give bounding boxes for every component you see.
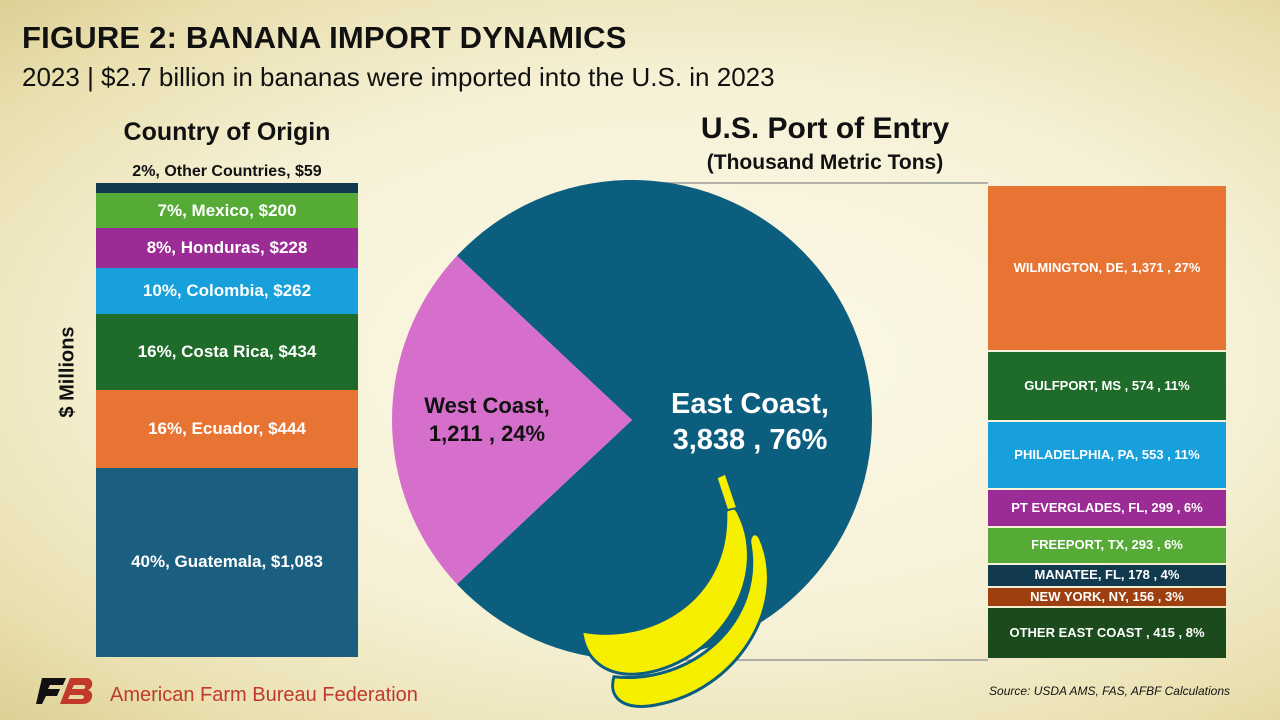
port-segment-other-east-coast: OTHER EAST COAST , 415 , 8% <box>988 608 1226 658</box>
bar-segment-other-countries <box>96 183 358 194</box>
port-segment-new-york-ny: NEW YORK, NY, 156 , 3% <box>988 587 1226 607</box>
port-segment-manatee-fl: MANATEE, FL, 178 , 4% <box>988 564 1226 586</box>
bar-segment-ecuador: 16%, Ecuador, $444 <box>96 389 358 468</box>
pie-label-east-coast: East Coast, 3,838 , 76% <box>671 388 829 457</box>
footer-org-name: American Farm Bureau Federation <box>110 684 418 706</box>
pie-label-west-coast: West Coast, 1,211 , 24% <box>424 393 550 446</box>
port-segment-freeport-tx: FREEPORT, TX, 293 , 6% <box>988 527 1226 563</box>
port-segment-wilmington-de: WILMINGTON, DE, 1,371 , 27% <box>988 186 1226 350</box>
bar-segment-guatemala: 40%, Guatemala, $1,083 <box>96 467 358 657</box>
afbf-logo-icon <box>36 678 93 704</box>
port-segment-gulfport-ms: GULFPORT, MS , 574 , 11% <box>988 351 1226 421</box>
port-segment-pt-everglades-fl: PT EVERGLADES, FL, 299 , 6% <box>988 490 1226 526</box>
country-chart-title: Country of Origin <box>123 118 331 146</box>
bar-segment-honduras: 8%, Honduras, $228 <box>96 228 358 269</box>
source-note: Source: USDA AMS, FAS, AFBF Calculations <box>989 684 1230 698</box>
pie-slice-east-coast <box>456 180 872 660</box>
bar-segment-costa-rica: 16%, Costa Rica, $434 <box>96 314 358 390</box>
port-chart-subtitle: (Thousand Metric Tons) <box>706 151 944 174</box>
bar-segment-mexico: 7%, Mexico, $200 <box>96 193 358 229</box>
port-chart-title: U.S. Port of Entry <box>700 112 950 145</box>
pie-slice-west-coast <box>392 255 632 585</box>
bar-label-other-countries: 2%, Other Countries, $59 <box>132 163 322 180</box>
bar-segment-colombia: 10%, Colombia, $262 <box>96 268 358 314</box>
banana-icon <box>579 472 770 708</box>
port-segment-philadelphia-pa: PHILADELPHIA, PA, 553 , 11% <box>988 422 1226 488</box>
page-subtitle: 2023 | $2.7 billion in bananas were impo… <box>22 62 775 92</box>
page-title: FIGURE 2: BANANA IMPORT DYNAMICS <box>22 20 627 55</box>
